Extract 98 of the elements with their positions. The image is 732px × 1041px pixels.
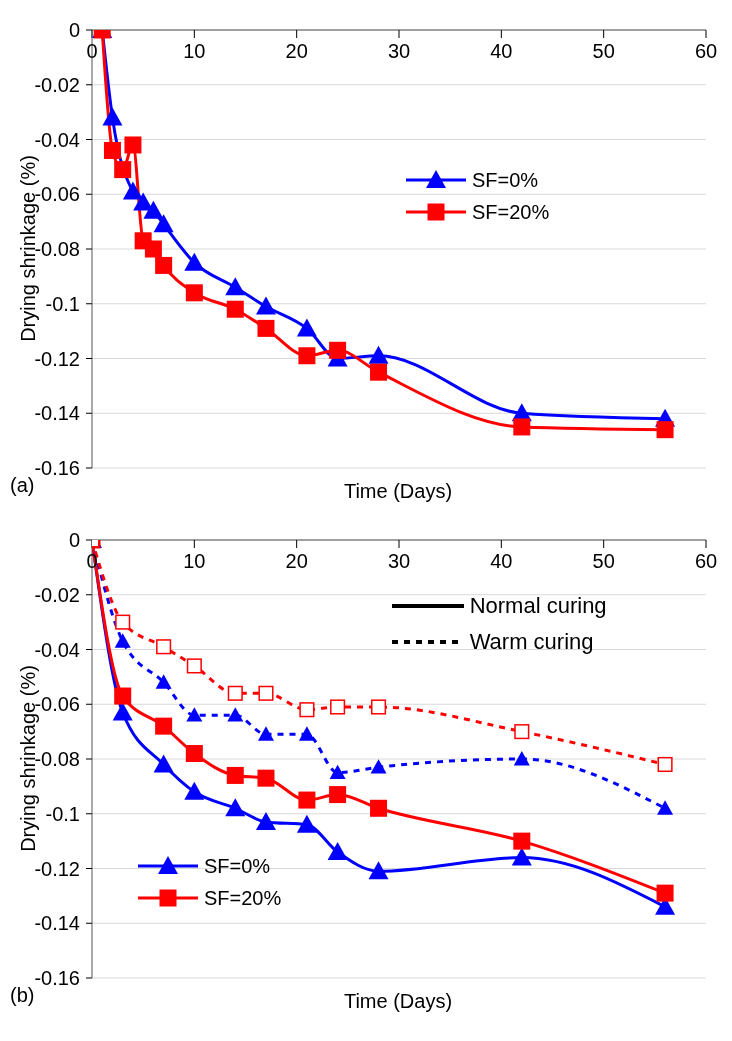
annotation: Warm curing	[469, 629, 594, 655]
point	[656, 884, 674, 902]
y-tick-label: -0.04	[34, 128, 80, 151]
x-tick-label: 40	[490, 40, 513, 62]
point	[329, 764, 346, 780]
legend-label: SF=20%	[472, 200, 550, 224]
x-tick-label: 0	[86, 40, 98, 62]
point	[102, 107, 123, 126]
point	[227, 685, 243, 701]
x-tick-label: 30	[387, 550, 411, 572]
point	[153, 754, 174, 773]
y-tick-label: -0.02	[34, 73, 80, 96]
y-tick-label: -0.14	[34, 912, 80, 935]
point	[124, 136, 142, 154]
point	[103, 141, 121, 159]
point	[114, 161, 132, 179]
point	[368, 861, 389, 880]
point	[226, 300, 244, 318]
x-tick-label: 10	[183, 40, 206, 62]
legend-label: SF=20%	[204, 886, 282, 910]
y-tick-label: -0.1	[45, 292, 80, 315]
point	[122, 181, 143, 200]
point	[155, 256, 173, 274]
point	[329, 786, 347, 804]
point	[257, 319, 275, 337]
point	[112, 702, 133, 721]
legend-label: SF=0%	[472, 168, 539, 192]
point	[255, 811, 276, 830]
point	[185, 284, 203, 302]
point	[296, 318, 317, 337]
y-tick-label: -0.16	[34, 967, 80, 990]
point	[155, 674, 172, 689]
y-tick-label: -0.12	[34, 857, 80, 880]
point	[296, 814, 317, 833]
point	[184, 781, 205, 800]
point	[185, 745, 203, 763]
y-tick-label: -0.1	[45, 802, 80, 825]
point	[327, 842, 348, 861]
point	[368, 345, 389, 364]
point	[370, 363, 388, 381]
point	[257, 726, 274, 741]
point	[115, 614, 131, 630]
point	[186, 658, 202, 674]
point	[143, 200, 164, 219]
point	[153, 214, 174, 233]
x-tick-label: 10	[183, 550, 206, 572]
x-tick-label: 60	[694, 550, 718, 572]
point	[370, 799, 388, 817]
y-tick-label: 0	[68, 19, 80, 42]
y-tick-label: -0.16	[34, 457, 80, 480]
point	[657, 800, 674, 815]
y-tick-label: 0	[68, 529, 80, 552]
x-tick-label: 20	[285, 40, 308, 62]
annotation: Normal curing	[469, 593, 607, 619]
point	[370, 759, 387, 774]
point	[656, 421, 674, 439]
legend-label: SF=0%	[204, 854, 271, 878]
point	[225, 277, 246, 296]
point	[114, 687, 132, 705]
x-tick-label: 50	[592, 40, 615, 62]
x-axis-title: Time (Days)	[342, 990, 454, 1013]
point	[329, 341, 347, 359]
point	[298, 347, 316, 365]
point	[513, 418, 531, 436]
point	[186, 707, 203, 722]
point	[114, 633, 131, 648]
point	[298, 726, 315, 741]
x-axis-title: Time (Days)	[342, 480, 454, 503]
point	[511, 847, 532, 866]
y-tick-label: -0.04	[34, 638, 80, 661]
point	[657, 756, 673, 773]
x-tick-label: 50	[592, 550, 615, 572]
point	[513, 751, 530, 766]
point	[370, 699, 387, 715]
point	[155, 717, 173, 735]
point	[330, 699, 346, 715]
text: (a)	[10, 474, 35, 497]
point	[298, 791, 316, 809]
x-tick-label: 40	[490, 550, 513, 572]
x-tick-label: 60	[694, 40, 718, 62]
point	[227, 707, 244, 722]
point	[184, 252, 205, 271]
point	[255, 296, 276, 315]
y-tick-label: -0.02	[34, 583, 80, 606]
point	[144, 240, 162, 258]
point	[514, 724, 530, 740]
point	[299, 702, 315, 718]
point	[513, 832, 531, 850]
point	[225, 798, 246, 817]
point	[226, 766, 244, 784]
x-tick-label: 20	[285, 550, 308, 572]
point	[257, 769, 275, 787]
text: (b)	[10, 984, 35, 1007]
y-tick-label: -0.12	[34, 347, 80, 370]
point	[258, 685, 274, 701]
x-tick-label: 30	[387, 40, 411, 62]
point	[156, 639, 172, 655]
y-tick-label: -0.14	[34, 402, 80, 425]
